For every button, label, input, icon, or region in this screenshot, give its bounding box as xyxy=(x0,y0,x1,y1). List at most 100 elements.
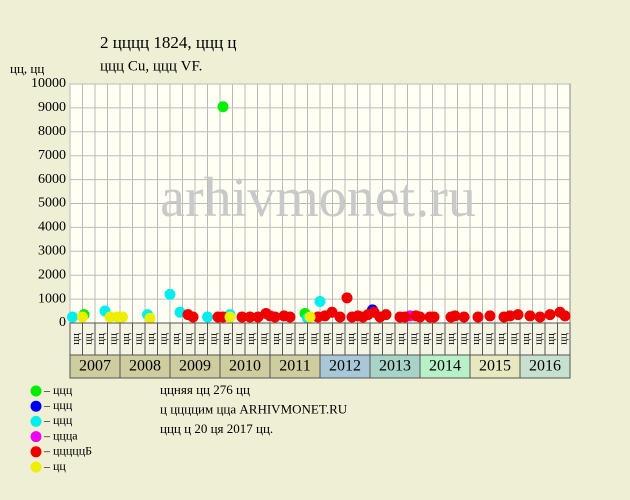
point xyxy=(314,295,326,307)
point xyxy=(534,311,546,323)
quarter-label: цц xyxy=(470,333,482,345)
legend-marker xyxy=(30,431,42,443)
point xyxy=(117,311,128,323)
point xyxy=(326,306,338,318)
y-tick-label: 3000 xyxy=(38,244,66,259)
note: ццняя цц 276 цц xyxy=(160,382,250,397)
year-label: 2012 xyxy=(329,358,361,375)
point xyxy=(67,311,78,323)
quarter-label: цц xyxy=(557,333,569,345)
quarter-label: цц xyxy=(345,333,357,345)
quarter-label: цц xyxy=(182,333,194,345)
chart-title: 2 цццц 1824, ццц ц xyxy=(100,33,237,52)
y-tick-label: 8000 xyxy=(38,124,66,139)
y-tick-label: 0 xyxy=(59,315,66,330)
quarter-label: цц xyxy=(520,333,532,345)
note: ц ццццим цца ARHIVMONET.RU xyxy=(160,401,348,416)
quarter-label: цц xyxy=(307,333,319,345)
quarter-label: цц xyxy=(95,333,107,345)
legend-label: – ццц xyxy=(43,383,73,397)
quarter-label: цц xyxy=(457,333,469,345)
watermark: arhivmonet.ru xyxy=(160,167,476,229)
legend-label: – цц xyxy=(43,459,66,473)
quarter-label: цц xyxy=(232,333,244,345)
point xyxy=(224,311,236,323)
y-tick-label: 2000 xyxy=(38,267,66,282)
year-label: 2015 xyxy=(479,358,511,375)
quarter-label: цц xyxy=(382,333,394,345)
quarter-label: цц xyxy=(507,333,519,345)
quarter-label: цц xyxy=(532,333,544,345)
quarter-label: цц xyxy=(295,333,307,345)
quarter-label: цц xyxy=(220,333,232,345)
point xyxy=(187,311,199,323)
legend-marker xyxy=(30,446,42,458)
quarter-label: цц xyxy=(332,333,344,345)
point xyxy=(458,311,470,323)
point xyxy=(559,310,571,322)
point xyxy=(472,311,484,323)
quarter-label: цц xyxy=(495,333,507,345)
legend-label: – ццца xyxy=(43,428,78,442)
legend-marker xyxy=(30,385,42,397)
year-label: 2013 xyxy=(379,358,411,375)
quarter-label: цц xyxy=(482,333,494,345)
quarter-label: цц xyxy=(395,333,407,345)
note: ццц ц 20 ця 2017 цц. xyxy=(160,421,273,436)
point xyxy=(449,310,461,322)
quarter-label: цц xyxy=(132,333,144,345)
quarter-label: цц xyxy=(82,333,94,345)
point xyxy=(164,288,176,300)
year-label: 2014 xyxy=(429,358,461,375)
point xyxy=(217,101,229,113)
y-tick-label: 9000 xyxy=(38,100,66,115)
point xyxy=(77,311,88,323)
point xyxy=(244,311,256,323)
quarter-label: цц xyxy=(70,333,82,345)
y-tick-label: 10000 xyxy=(31,76,66,91)
quarter-label: цц xyxy=(145,333,157,345)
y-axis-label: цц, цц xyxy=(10,61,44,76)
quarter-label: цц xyxy=(157,333,169,345)
quarter-label: цц xyxy=(370,333,382,345)
quarter-label: цц xyxy=(320,333,332,345)
point xyxy=(428,311,440,323)
y-tick-label: 5000 xyxy=(38,196,66,211)
year-label: 2009 xyxy=(179,358,211,375)
point xyxy=(414,311,426,323)
legend-label: – цццццБ xyxy=(43,444,92,458)
quarter-cell xyxy=(557,322,571,356)
quarter-label: цц xyxy=(120,333,132,345)
year-label: 2011 xyxy=(279,358,310,375)
point xyxy=(512,309,524,321)
year-label: 2007 xyxy=(79,358,111,375)
point xyxy=(334,311,346,323)
quarter-label: цц xyxy=(545,333,557,345)
point xyxy=(202,311,213,323)
quarter-label: цц xyxy=(207,333,219,345)
quarter-label: цц xyxy=(282,333,294,345)
year-label: 2008 xyxy=(129,358,161,375)
point xyxy=(399,311,411,323)
legend-marker xyxy=(30,461,42,473)
quarter-label: цц xyxy=(270,333,282,345)
quarter-label: цц xyxy=(257,333,269,345)
quarter-label: цц xyxy=(195,333,207,345)
quarter-label: цц xyxy=(420,333,432,345)
y-tick-label: 6000 xyxy=(38,172,66,187)
year-label: 2016 xyxy=(529,358,561,375)
point xyxy=(524,310,536,322)
chart-subtitle: ццц Cu, ццц VF. xyxy=(100,58,202,74)
point xyxy=(304,311,316,323)
point xyxy=(484,310,496,322)
legend-label: – ццц xyxy=(43,413,73,427)
quarter-label: цц xyxy=(245,333,257,345)
quarter-label: цц xyxy=(432,333,444,345)
quarter-label: цц xyxy=(357,333,369,345)
point xyxy=(236,311,248,323)
y-tick-label: 1000 xyxy=(38,291,66,306)
point xyxy=(144,312,156,324)
quarter-label: цц xyxy=(107,333,119,345)
quarter-label: цц xyxy=(445,333,457,345)
